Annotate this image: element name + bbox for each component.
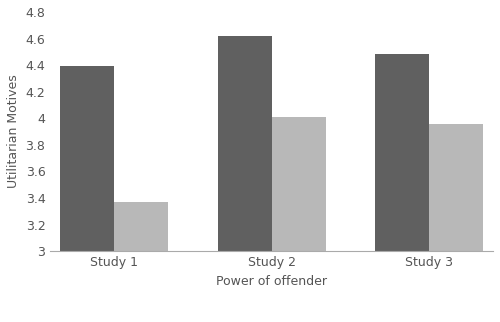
Y-axis label: Utilitarian Motives: Utilitarian Motives [7, 75, 20, 188]
Bar [375, 54, 429, 322]
Bar [429, 124, 483, 322]
X-axis label: Power of offender: Power of offender [216, 275, 327, 288]
Bar [218, 36, 272, 322]
Bar [272, 117, 326, 322]
Bar [114, 202, 168, 322]
Bar [60, 66, 114, 322]
